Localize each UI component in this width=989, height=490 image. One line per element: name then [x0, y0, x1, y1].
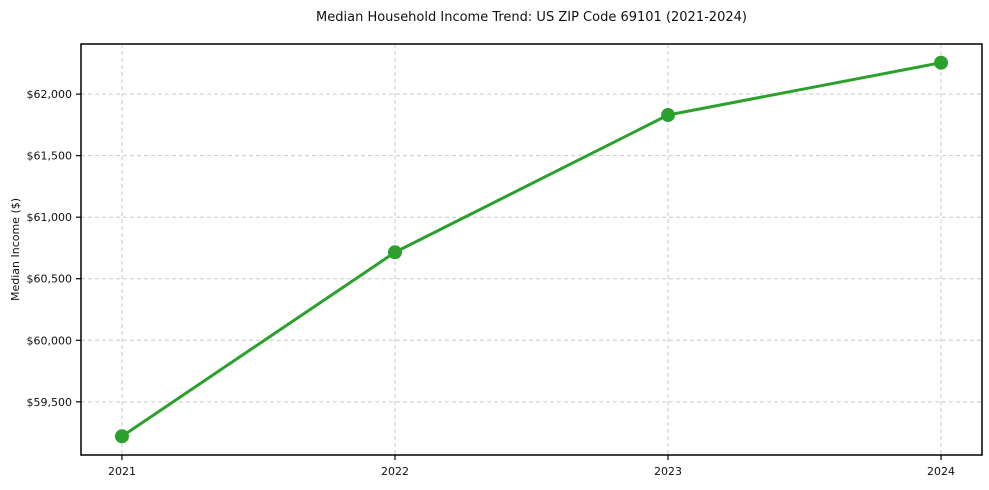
- y-axis-label: Median Income ($): [9, 198, 22, 301]
- y-tick-label: $61,000: [27, 211, 73, 224]
- chart-title: Median Household Income Trend: US ZIP Co…: [316, 10, 747, 25]
- data-point-marker: [661, 108, 676, 123]
- data-point-marker: [387, 245, 402, 260]
- plot-border: [80, 43, 983, 456]
- x-tick-label: 2021: [108, 465, 136, 478]
- y-tick-label: $60,500: [27, 273, 73, 286]
- data-point-marker: [114, 429, 129, 444]
- y-tick-label: $62,000: [27, 88, 73, 101]
- x-tick-label: 2023: [654, 465, 682, 478]
- y-tick-label: $59,500: [27, 396, 73, 409]
- data-point-marker: [934, 55, 949, 70]
- y-tick-label: $60,000: [27, 334, 73, 347]
- x-tick-label: 2022: [381, 465, 409, 478]
- trend-line: [120, 61, 943, 438]
- y-tick-label: $61,500: [27, 150, 73, 163]
- x-tick-label: 2024: [927, 465, 955, 478]
